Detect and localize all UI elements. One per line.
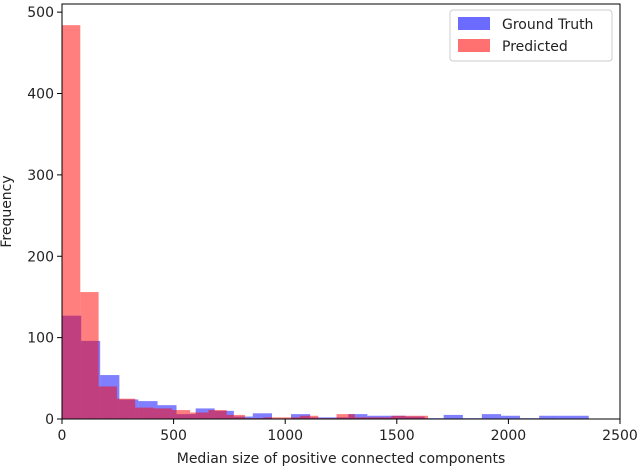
legend: Ground Truth Predicted: [449, 9, 613, 62]
predicted-bar-0: [62, 25, 81, 419]
ground-truth-bar-26: [558, 415, 578, 419]
y-tick-label-5: 500: [27, 5, 54, 21]
legend-label-ground-truth: Ground Truth: [502, 17, 593, 33]
y-tick-label-0: 0: [45, 412, 54, 428]
predicted-bar-11: [263, 417, 282, 419]
predicted-bar-5: [153, 408, 172, 419]
ground-truth-bar-25: [539, 415, 559, 419]
predicted-bar-17: [373, 417, 392, 419]
predicted-bar-7: [190, 412, 209, 419]
ground-truth-bar-23: [501, 415, 520, 419]
x-tick-label-3: 1500: [379, 428, 415, 444]
predicted-bar-9: [226, 414, 246, 419]
predicted-bar-16: [354, 417, 374, 419]
predicted-bar-13: [299, 415, 319, 419]
predicted-bar-15: [336, 414, 355, 419]
legend-label-predicted: Predicted: [502, 39, 568, 55]
predicted-bar-2: [98, 386, 117, 419]
y-tick-label-1: 100: [27, 331, 54, 347]
x-tick-label-1: 500: [160, 428, 187, 444]
x-axis-ticks: 0 500 1000 1500 2000 2500: [58, 419, 638, 444]
ground-truth-bar-22: [481, 414, 502, 419]
y-tick-label-3: 300: [27, 168, 54, 184]
ground-truth-bars: [62, 315, 589, 419]
predicted-bar-8: [208, 410, 227, 419]
predicted-bar-3: [116, 398, 136, 419]
x-tick-label-4: 2000: [491, 428, 527, 444]
ground-truth-bar-27: [577, 415, 589, 419]
x-tick-label-0: 0: [58, 428, 67, 444]
x-axis-label: Median size of positive connected compon…: [177, 451, 506, 467]
predicted-bar-6: [171, 410, 191, 419]
x-tick-label-2: 1000: [267, 428, 303, 444]
x-tick-label-5: 2500: [602, 428, 638, 444]
legend-swatch-ground-truth: [458, 17, 490, 30]
plot-frame: [61, 3, 621, 420]
predicted-bar-1: [80, 292, 99, 419]
ground-truth-bar-13: [310, 417, 330, 419]
predicted-bar-18: [391, 415, 410, 419]
y-axis-ticks: 0 100 200 300 400 500: [27, 5, 62, 428]
predicted-bar-4: [135, 407, 154, 419]
predicted-bar-19: [409, 415, 429, 419]
legend-swatch-predicted: [458, 39, 490, 52]
y-axis-label: Frequency: [0, 175, 15, 247]
predicted-bar-12: [281, 417, 300, 419]
legend-box: [449, 9, 613, 62]
ground-truth-bar-20: [443, 414, 463, 419]
y-tick-label-4: 400: [27, 87, 54, 103]
ground-truth-bar-10: [252, 413, 273, 419]
predicted-bars: [62, 25, 429, 419]
ground-truth-bar-15: [348, 414, 368, 419]
y-tick-label-2: 200: [27, 249, 54, 265]
